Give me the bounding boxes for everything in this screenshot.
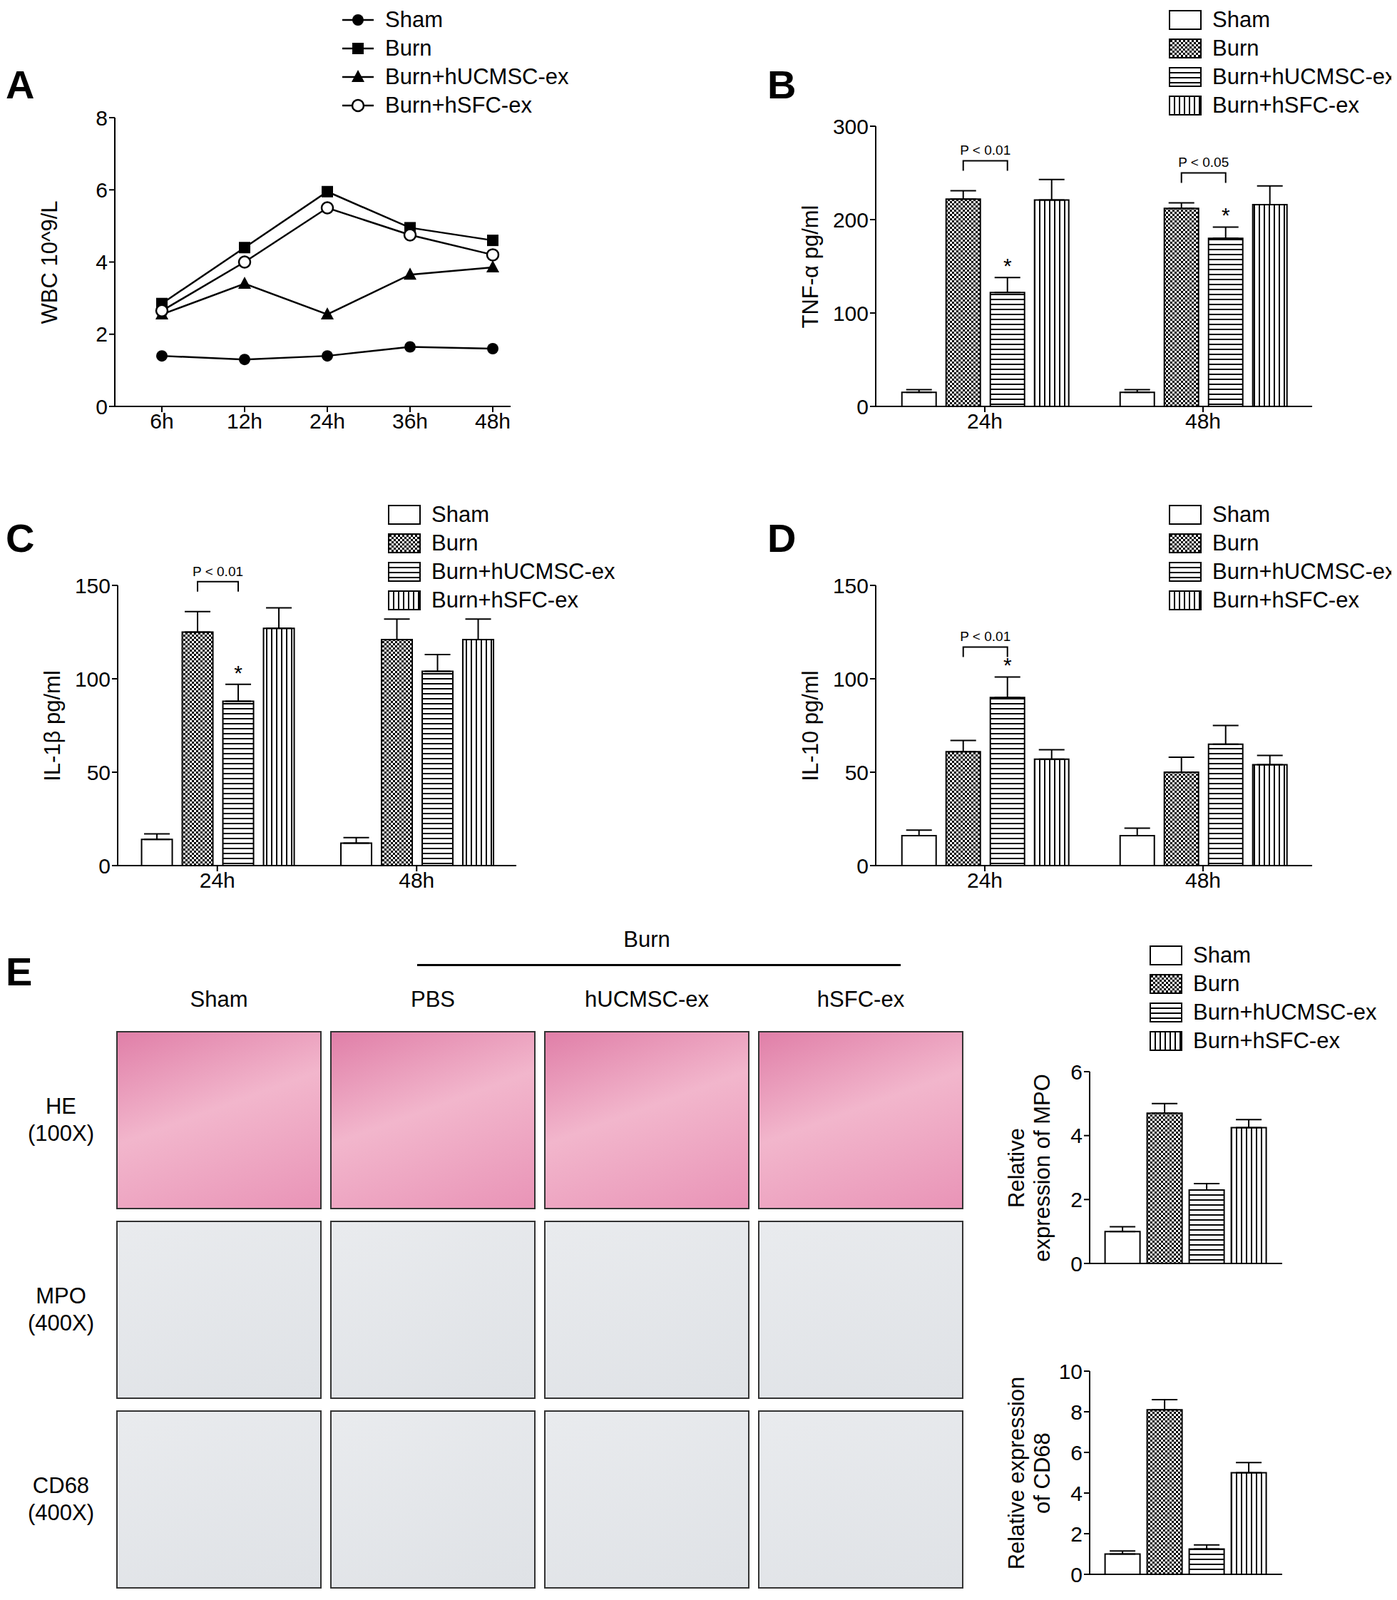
html-text:(400X): (400X) [27, 1310, 95, 1336]
html-text:IL-1β pg/ml: IL-1β pg/ml [39, 670, 65, 782]
svg-text:0: 0 [856, 854, 869, 878]
svg-text:P < 0.05: P < 0.05 [1178, 154, 1229, 170]
svg-text:0: 0 [1070, 1563, 1083, 1587]
html-text:Sham: Sham [190, 986, 248, 1012]
svg-text:2: 2 [1070, 1188, 1083, 1212]
html-text:B: B [767, 62, 797, 107]
svg-text:P < 0.01: P < 0.01 [192, 564, 244, 580]
html-text:Sham: Sham [1212, 7, 1271, 33]
html-text:WBC 10^9/L: WBC 10^9/L [36, 200, 62, 324]
html-text:Burn: Burn [1212, 35, 1260, 61]
svg-text:*: * [1221, 203, 1231, 227]
svg-text:0: 0 [1070, 1252, 1083, 1276]
svg-text:12h: 12h [226, 409, 263, 433]
svg-text:300: 300 [832, 114, 869, 139]
svg-text:P < 0.01: P < 0.01 [959, 628, 1011, 644]
svg-text:150: 150 [74, 574, 111, 598]
html-text:Sham: Sham [1212, 502, 1271, 527]
html-text:hSFC-ex: hSFC-ex [817, 986, 905, 1012]
svg-text:48h: 48h [1185, 409, 1221, 433]
svg-text:100: 100 [832, 667, 869, 692]
svg-text:6: 6 [1070, 1441, 1083, 1465]
html-text:CD68: CD68 [32, 1473, 90, 1499]
html-text:Relative expression of CD68: Relative expression of CD68 [1003, 1376, 1054, 1570]
html-text:hUCMSC-ex: hUCMSC-ex [584, 986, 709, 1012]
html-text:Burn: Burn [1212, 530, 1260, 556]
html-text:D: D [767, 515, 797, 561]
svg-text:36h: 36h [392, 409, 428, 433]
svg-text:*: * [1003, 653, 1012, 677]
html-text:Burn+hUCMSC-ex: Burn+hUCMSC-ex [431, 559, 616, 585]
svg-text:150: 150 [832, 574, 869, 598]
html-text:Burn+hUCMSC-ex: Burn+hUCMSC-ex [1212, 64, 1397, 90]
html-text:IL-10 pg/ml: IL-10 pg/ml [797, 670, 823, 781]
html-text:Sham: Sham [431, 502, 490, 527]
html-text:MPO: MPO [35, 1283, 87, 1309]
html-text:A: A [5, 62, 35, 107]
html-text:HE: HE [45, 1093, 77, 1119]
svg-text:8: 8 [1070, 1400, 1083, 1425]
svg-text:6: 6 [95, 178, 108, 202]
html-text:Burn+hSFC-ex: Burn+hSFC-ex [1212, 92, 1360, 118]
svg-text:*: * [233, 661, 243, 685]
svg-text:100: 100 [74, 667, 111, 692]
svg-text:48h: 48h [474, 409, 511, 433]
svg-text:P < 0.01: P < 0.01 [959, 142, 1011, 158]
html-text:C: C [5, 515, 35, 561]
svg-text:48h: 48h [398, 868, 435, 893]
svg-text:24h: 24h [309, 409, 346, 433]
html-text:Sham: Sham [385, 7, 443, 33]
html-text:Sham: Sham [1193, 942, 1251, 968]
html-text:TNF-α pg/ml: TNF-α pg/ml [797, 204, 823, 329]
svg-text:0: 0 [95, 395, 108, 419]
svg-text:50: 50 [845, 760, 869, 785]
html-text:Burn: Burn [431, 530, 479, 556]
svg-text:6h: 6h [149, 409, 174, 433]
svg-text:24h: 24h [966, 409, 1003, 433]
svg-text:24h: 24h [199, 868, 236, 893]
html-text:Burn+hSFC-ex: Burn+hSFC-ex [431, 587, 579, 613]
html-text:Burn+hUCMSC-ex: Burn+hUCMSC-ex [385, 64, 569, 90]
svg-text:2: 2 [95, 322, 108, 346]
html-text:Relative expression of MPO: Relative expression of MPO [1003, 1073, 1054, 1262]
svg-text:6: 6 [1070, 1060, 1083, 1084]
svg-text:10: 10 [1058, 1359, 1083, 1384]
svg-text:24h: 24h [966, 868, 1003, 893]
svg-text:4: 4 [95, 250, 108, 274]
svg-text:2: 2 [1070, 1522, 1083, 1547]
svg-text:48h: 48h [1185, 868, 1221, 893]
html-text:Burn+hSFC-ex: Burn+hSFC-ex [1212, 587, 1360, 613]
svg-text:*: * [1003, 253, 1012, 278]
svg-text:0: 0 [98, 854, 111, 878]
html-text:(400X): (400X) [27, 1500, 95, 1526]
svg-text:0: 0 [856, 395, 869, 419]
html-text:Burn+hSFC-ex: Burn+hSFC-ex [1193, 1028, 1340, 1054]
svg-text:4: 4 [1070, 1123, 1083, 1148]
svg-text:50: 50 [87, 760, 111, 785]
html-text:Burn+hUCMSC-ex: Burn+hUCMSC-ex [1193, 999, 1377, 1025]
html-text:(100X): (100X) [27, 1121, 95, 1146]
html-text:Burn+hUCMSC-ex: Burn+hUCMSC-ex [1212, 559, 1397, 585]
html-text:E: E [5, 949, 33, 995]
html-text:Burn: Burn [385, 35, 432, 61]
svg-text:100: 100 [832, 301, 869, 326]
svg-text:200: 200 [832, 208, 869, 232]
svg-text:4: 4 [1070, 1481, 1083, 1506]
html-text:Burn+hSFC-ex: Burn+hSFC-ex [385, 92, 532, 118]
html-text:Burn: Burn [623, 927, 671, 953]
html-text:PBS: PBS [410, 986, 455, 1012]
html-text:Burn: Burn [1193, 971, 1240, 997]
svg-text:8: 8 [95, 106, 108, 130]
